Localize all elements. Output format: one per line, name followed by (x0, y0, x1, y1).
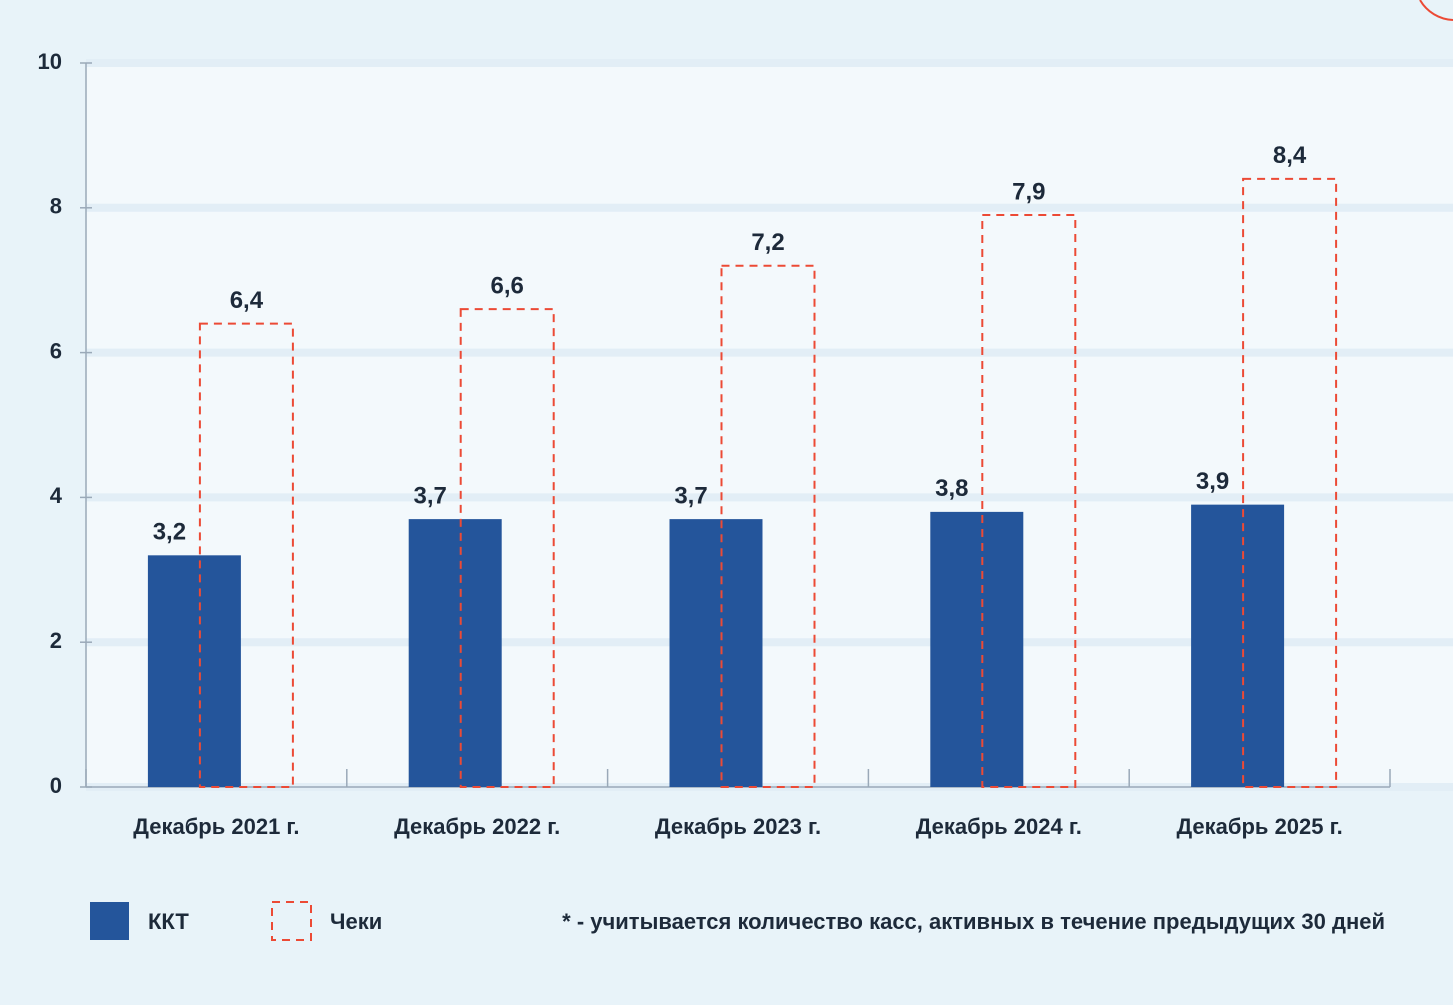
y-tick-label: 0 (50, 773, 62, 798)
y-tick-label: 10 (38, 49, 62, 74)
bar (981, 214, 1077, 789)
y-tick-label: 6 (50, 338, 62, 363)
value-label: 3,8 (935, 475, 968, 502)
x-tick-label: Декабрь 2022 г. (394, 814, 560, 839)
legend-swatch (271, 901, 312, 941)
x-tick-label: Декабрь 2024 г. (916, 814, 1082, 839)
bar (408, 519, 502, 787)
value-label: 3,9 (1196, 468, 1229, 495)
value-label: 3,7 (674, 482, 707, 509)
value-label: 3,2 (153, 519, 186, 546)
value-label: 6,6 (491, 273, 524, 300)
legend-swatch (90, 902, 129, 940)
x-tick-label: Декабрь 2025 г. (1176, 814, 1342, 839)
x-tick-label: Декабрь 2023 г. (655, 814, 821, 839)
value-label: 3,7 (414, 482, 447, 509)
bar (198, 322, 294, 788)
bar (147, 555, 241, 787)
value-label: 8,4 (1273, 142, 1307, 169)
legend-label: Чеки (330, 909, 382, 934)
bar (669, 519, 763, 787)
bar (720, 264, 816, 789)
value-label: 7,9 (1012, 178, 1045, 205)
y-tick-label: 4 (50, 483, 63, 508)
bar (459, 308, 555, 788)
footnote: * - учитывается количество касс, активны… (562, 909, 1385, 934)
y-tick-label: 2 (50, 628, 62, 653)
value-label: 7,2 (751, 229, 784, 256)
legend-label: ККТ (148, 909, 189, 934)
bar (930, 511, 1024, 787)
decoration (1419, 0, 1453, 21)
y-tick-label: 8 (50, 194, 62, 219)
bar (1242, 177, 1338, 788)
x-tick-label: Декабрь 2021 г. (133, 814, 299, 839)
value-label: 6,4 (230, 287, 264, 314)
bar (1191, 504, 1285, 787)
